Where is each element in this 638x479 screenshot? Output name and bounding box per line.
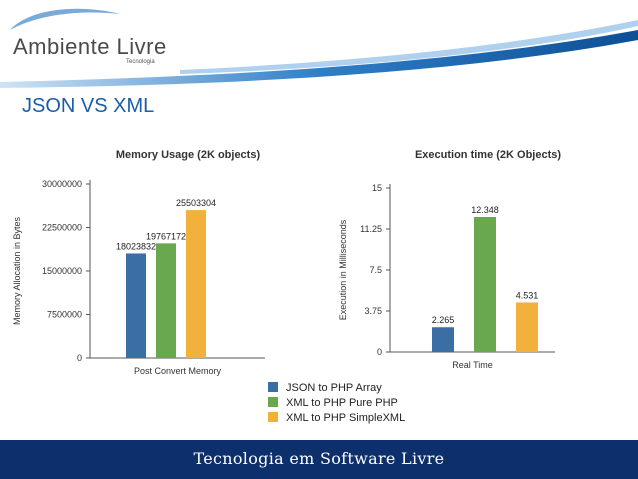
footer-text: Tecnologia em Software Livre: [193, 449, 445, 468]
x-axis-label: Real Time: [452, 360, 493, 370]
legend-label: XML to PHP Pure PHP: [286, 397, 398, 409]
logo-swoosh: [10, 8, 120, 30]
slide-title: JSON VS XML: [22, 95, 155, 117]
bar: [156, 243, 176, 358]
legend-swatch: [268, 397, 278, 407]
y-tick-label: 7.5: [369, 265, 382, 275]
legend-swatch: [268, 382, 278, 392]
bar: [474, 216, 496, 352]
logo-subtext: Tecnologia: [126, 59, 155, 65]
logo-text: Ambiente Livre: [13, 34, 167, 59]
legend-label: XML to PHP SimpleXML: [286, 412, 405, 424]
chart-title: Memory Usage (2K objects): [116, 149, 261, 161]
y-axis-label: Memory Allocation in Bytes: [12, 216, 22, 325]
footer-bar: Tecnologia em Software Livre: [0, 440, 638, 479]
y-tick-label: 15000000: [42, 266, 82, 276]
bar: [432, 327, 454, 352]
bar-value-label: 25503304: [176, 198, 216, 208]
y-tick-label: 7500000: [47, 310, 82, 320]
header-swoosh: [0, 8, 638, 88]
bar-value-label: 18023832: [116, 241, 156, 251]
legend-label: JSON to PHP Array: [286, 382, 382, 394]
header-banner: Ambiente Livre Tecnologia: [0, 0, 638, 88]
chart-title: Execution time (2K Objects): [415, 149, 561, 161]
y-tick-label: 0: [77, 353, 82, 363]
bar: [186, 210, 206, 358]
legend-swatch: [268, 412, 278, 422]
bar-value-label: 12.348: [471, 205, 499, 215]
bar: [126, 253, 146, 358]
y-tick-label: 11.25: [360, 224, 382, 234]
y-tick-label: 0: [377, 347, 382, 357]
charts-svg: Memory Usage (2K objects) 0 7500000 1500000…: [12, 149, 561, 424]
y-tick-label: 3.75: [364, 306, 382, 316]
y-tick-label: 30000000: [42, 179, 82, 189]
y-axis-label: Execution in Milliseconds: [338, 219, 348, 320]
x-axis-label: Post Convert Memory: [134, 366, 222, 376]
bar-value-label: 4.531: [516, 290, 539, 300]
bar-value-label: 2.265: [432, 315, 455, 325]
y-tick-label: 22500000: [42, 223, 82, 233]
bar: [516, 302, 538, 352]
y-tick-label: 15: [372, 183, 382, 193]
bar-value-label: 19767172: [146, 231, 186, 241]
charts-panel: Memory Usage (2K objects) 0 7500000 1500000…: [10, 138, 620, 438]
